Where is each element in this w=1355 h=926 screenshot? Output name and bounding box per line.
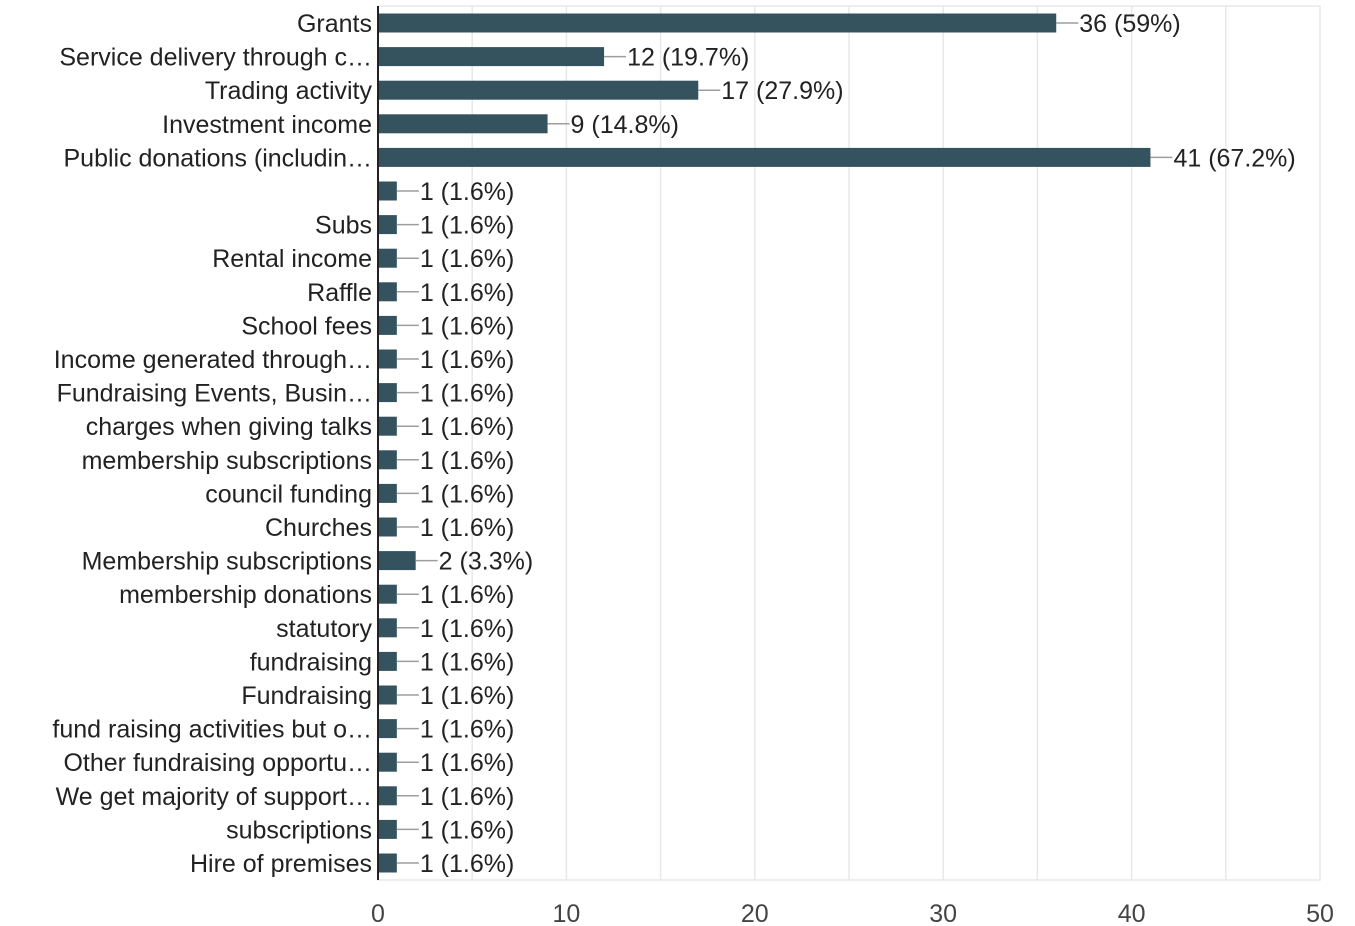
category-label: charges when giving talks (86, 413, 372, 441)
data-label: 1 (1.6%) (420, 783, 514, 811)
bar (378, 181, 397, 201)
bar (378, 383, 397, 403)
category-label: Subs (315, 212, 372, 240)
bar (378, 80, 699, 100)
data-label: 1 (1.6%) (420, 380, 514, 408)
category-label: Other fundraising opportu… (63, 749, 372, 777)
gridlines (377, 5, 1321, 881)
data-label: 1 (1.6%) (420, 850, 514, 878)
data-label: 1 (1.6%) (420, 212, 514, 240)
bar (378, 147, 1151, 167)
category-label: Public donations (includin… (63, 144, 372, 172)
bar (378, 752, 397, 772)
data-label: 1 (1.6%) (420, 816, 514, 844)
category-label: Grants (297, 10, 372, 38)
category-label: Fundraising Events, Busin… (57, 380, 372, 408)
data-label: 2 (3.3%) (439, 548, 533, 576)
bar (378, 282, 397, 302)
x-tick-label: 10 (552, 900, 580, 926)
data-label: 1 (1.6%) (420, 178, 514, 206)
data-label: 1 (1.6%) (420, 447, 514, 475)
data-label: 1 (1.6%) (420, 648, 514, 676)
data-label: 1 (1.6%) (420, 346, 514, 374)
category-label: council funding (205, 480, 372, 508)
labels: 36 (59%) Grants 12 (19.7%) Service delivery… (52, 10, 1295, 878)
category-label: membership donations (119, 581, 372, 609)
x-tick-label: 0 (371, 900, 385, 926)
data-label: 1 (1.6%) (420, 682, 514, 710)
data-label: 1 (1.6%) (420, 245, 514, 273)
category-label: fund raising activities but o… (52, 716, 372, 744)
category-label: Investment income (162, 111, 372, 139)
bar (378, 416, 397, 436)
bar (378, 483, 397, 503)
bar (378, 685, 397, 705)
data-label: 1 (1.6%) (420, 413, 514, 441)
axes: 0 10 20 30 40 50 (371, 6, 1334, 926)
bar (378, 853, 397, 873)
bar (378, 517, 397, 537)
data-label: 1 (1.6%) (420, 581, 514, 609)
category-label: statutory (276, 615, 372, 643)
bar (378, 47, 605, 67)
data-label: 1 (1.6%) (420, 480, 514, 508)
data-label: 36 (59%) (1079, 10, 1180, 38)
bar (378, 114, 548, 134)
bar (378, 13, 1057, 33)
category-label: Fundraising (241, 682, 372, 710)
data-label: 9 (14.8%) (571, 111, 679, 139)
bar (378, 786, 397, 806)
bar (378, 349, 397, 369)
data-label: 1 (1.6%) (420, 514, 514, 542)
bar (378, 719, 397, 739)
x-tick-label: 40 (1118, 900, 1146, 926)
data-label: 17 (27.9%) (721, 77, 843, 105)
data-label: 1 (1.6%) (420, 615, 514, 643)
bar (378, 215, 397, 235)
category-label: Trading activity (205, 77, 373, 105)
bar (378, 551, 416, 571)
data-label: 1 (1.6%) (420, 312, 514, 340)
x-tick-label: 20 (741, 900, 769, 926)
bar (378, 315, 397, 335)
category-label: membership subscriptions (82, 447, 372, 475)
bar (378, 651, 397, 671)
category-label: We get majority of support… (56, 783, 372, 811)
data-label: 12 (19.7%) (627, 44, 749, 72)
category-label: Churches (265, 514, 372, 542)
category-label: School fees (241, 312, 372, 340)
bar (378, 450, 397, 470)
x-tick-label: 30 (929, 900, 957, 926)
data-label: 1 (1.6%) (420, 716, 514, 744)
x-tick-label: 50 (1306, 900, 1334, 926)
data-label: 1 (1.6%) (420, 279, 514, 307)
bars (378, 13, 1173, 873)
bar (378, 819, 397, 839)
category-label: Hire of premises (190, 850, 372, 878)
data-label: 1 (1.6%) (420, 749, 514, 777)
category-label: subscriptions (226, 816, 372, 844)
category-label: Membership subscriptions (82, 548, 372, 576)
bar (378, 584, 397, 604)
category-label: Income generated through… (54, 346, 372, 374)
category-label: Service delivery through c… (59, 44, 372, 72)
category-label: Raffle (307, 279, 372, 307)
bar (378, 618, 397, 638)
data-label: 41 (67.2%) (1173, 144, 1295, 172)
bar (378, 248, 397, 268)
category-label: Rental income (212, 245, 372, 273)
category-label: fundraising (250, 648, 372, 676)
